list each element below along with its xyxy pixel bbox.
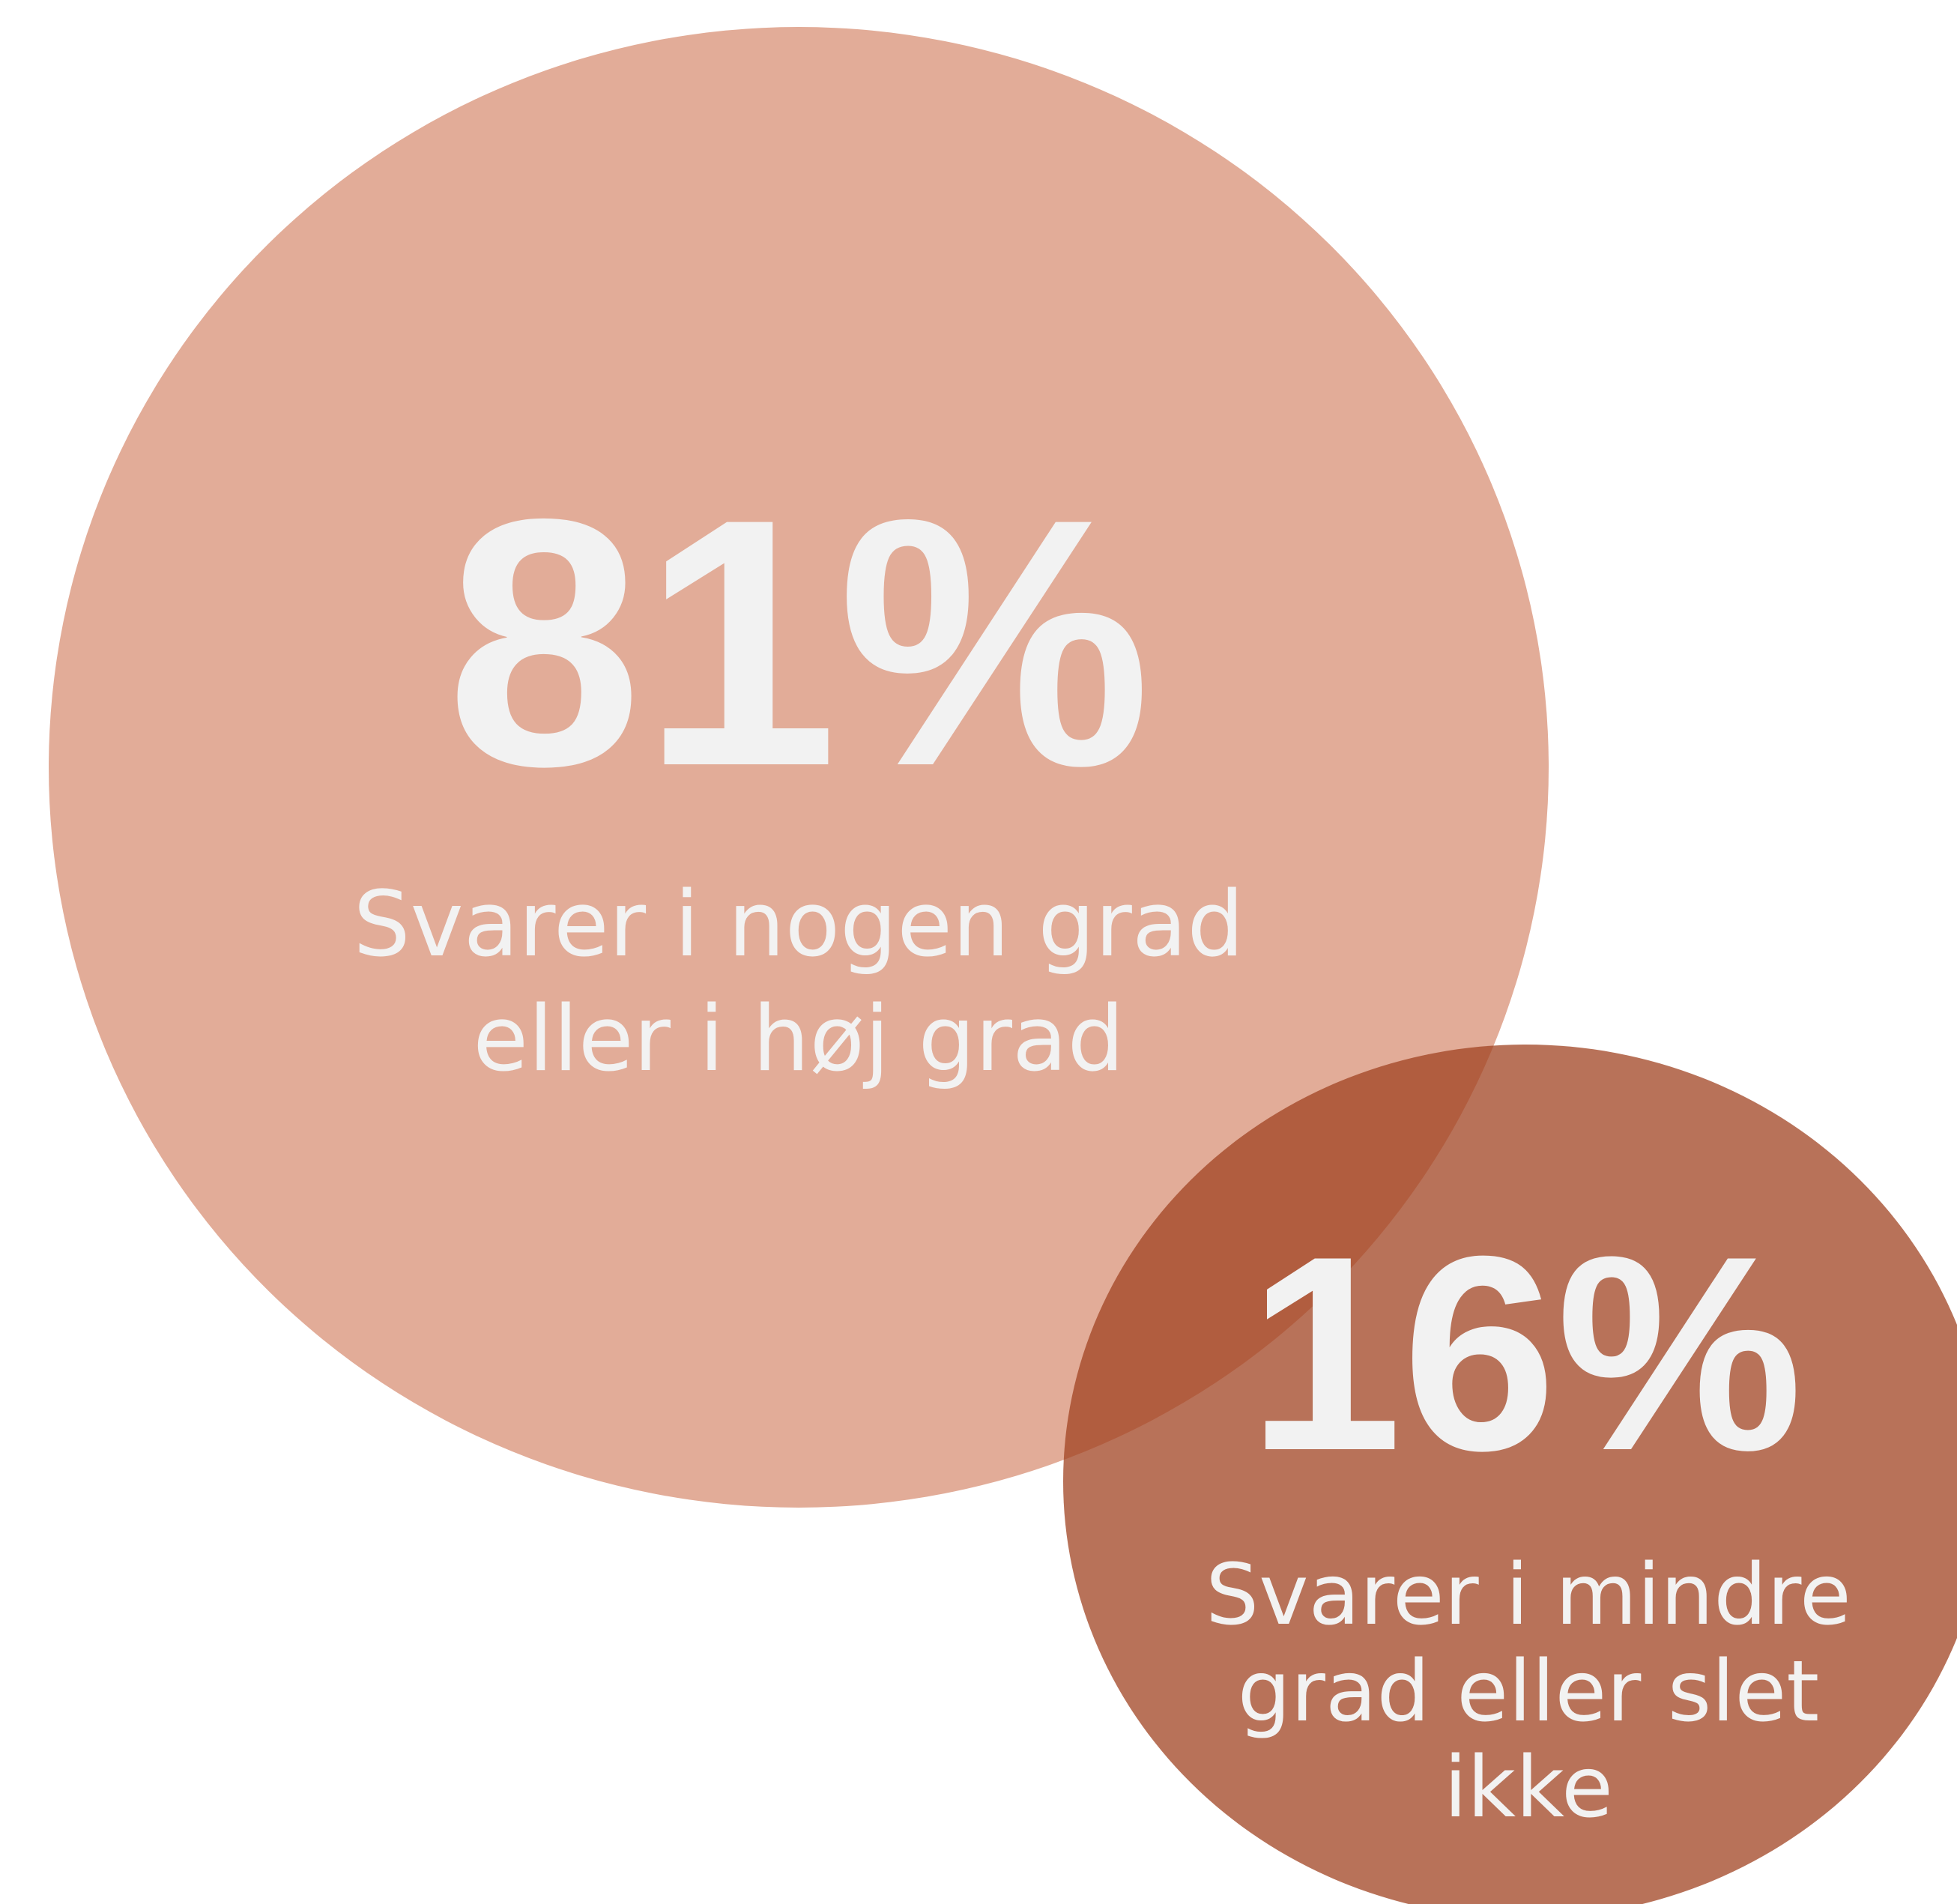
stat-label: grad eller slet <box>1238 1643 1819 1741</box>
stat-value: 16% <box>1248 1199 1803 1508</box>
stat-label: Svarer i mindre <box>1206 1547 1851 1644</box>
stat-label: eller i høj grad <box>473 988 1124 1092</box>
small-circle <box>1063 1045 1957 1904</box>
stat-label: Svarer i nogen grad <box>353 873 1244 977</box>
stat-label: ikke <box>1444 1739 1613 1837</box>
stat-value: 81% <box>447 446 1152 839</box>
large-circle <box>49 27 1549 1508</box>
